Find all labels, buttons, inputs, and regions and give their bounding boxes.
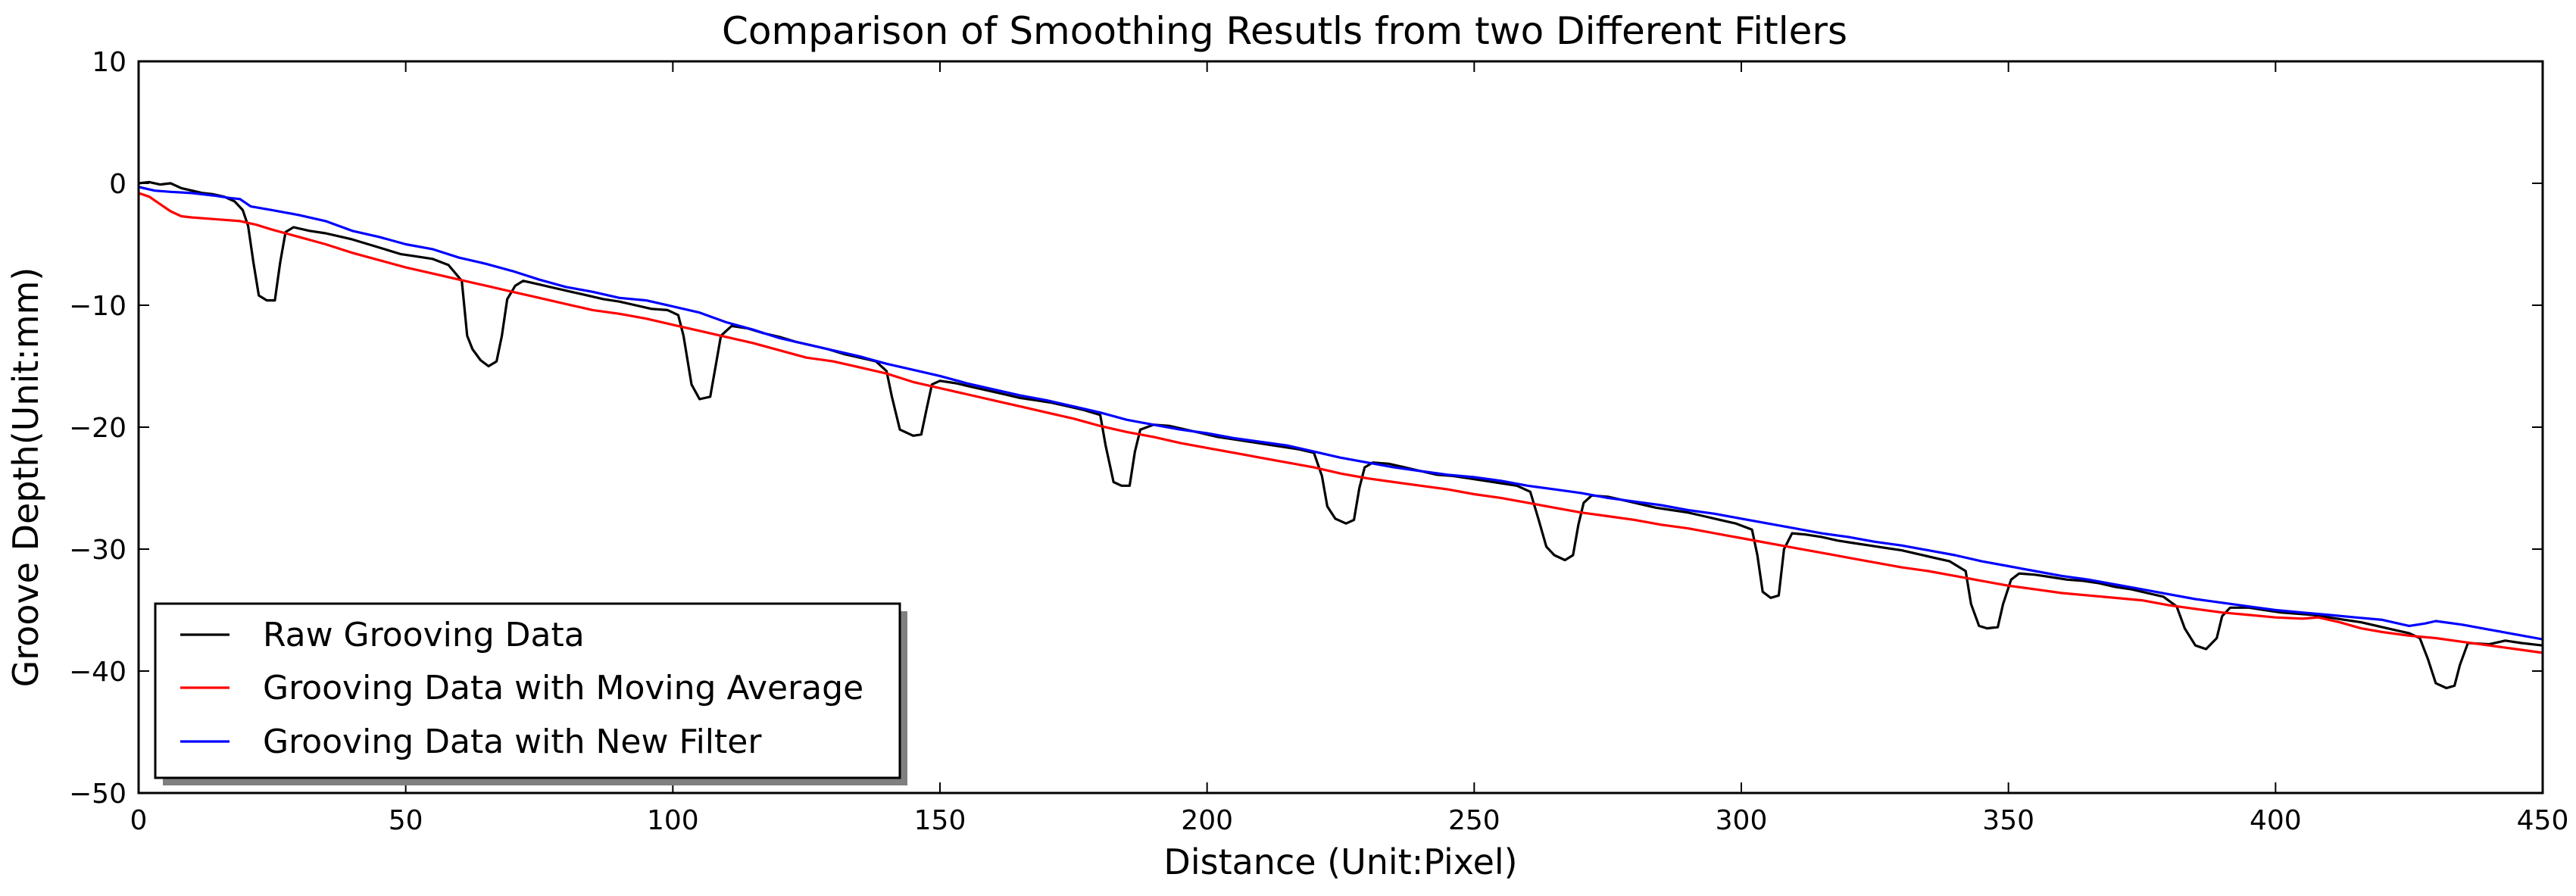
y-tick-label: 10 [92, 47, 126, 78]
x-tick-label: 50 [389, 805, 423, 836]
series-line-moving-average [139, 192, 2543, 654]
x-tick-label: 350 [1982, 805, 2034, 836]
y-tick-label: 0 [109, 169, 126, 200]
legend: Raw Grooving Data Grooving Data with Movi… [154, 602, 907, 785]
axes-layer: 0 50 100 150 200 250 300 350 400 450100−10−20−30−… [69, 47, 2568, 836]
legend-label-raw-grooving-data: Raw Grooving Data [263, 616, 585, 654]
x-tick-label: 200 [1181, 805, 1233, 836]
y-tick-label: −40 [69, 657, 126, 688]
legend-box [154, 602, 901, 779]
x-tick-label: 100 [647, 805, 699, 836]
series-layer [139, 180, 2543, 690]
x-tick-label: 0 [130, 805, 148, 836]
series-line-new-filter [139, 186, 2543, 641]
x-tick-label: 250 [1448, 805, 1500, 836]
y-axis-label: Groove Depth(Unit:mm) [5, 267, 46, 688]
x-tick-label: 150 [914, 805, 966, 836]
y-tick-label: −30 [69, 535, 126, 566]
x-tick-label: 400 [2250, 805, 2302, 836]
y-tick-label: −50 [69, 779, 126, 810]
x-tick-label: 450 [2517, 805, 2569, 836]
chart-title: Comparison of Smoothing Resutls from two… [722, 9, 1847, 53]
y-tick-label: −20 [69, 413, 126, 444]
legend-label-moving-average: Grooving Data with Moving Average [263, 669, 863, 707]
x-axis-label: Distance (Unit:Pixel) [1163, 841, 1517, 882]
legend-label-new-filter: Grooving Data with New Filter [263, 723, 762, 761]
y-tick-label: −10 [69, 291, 126, 322]
x-tick-label: 300 [1716, 805, 1768, 836]
